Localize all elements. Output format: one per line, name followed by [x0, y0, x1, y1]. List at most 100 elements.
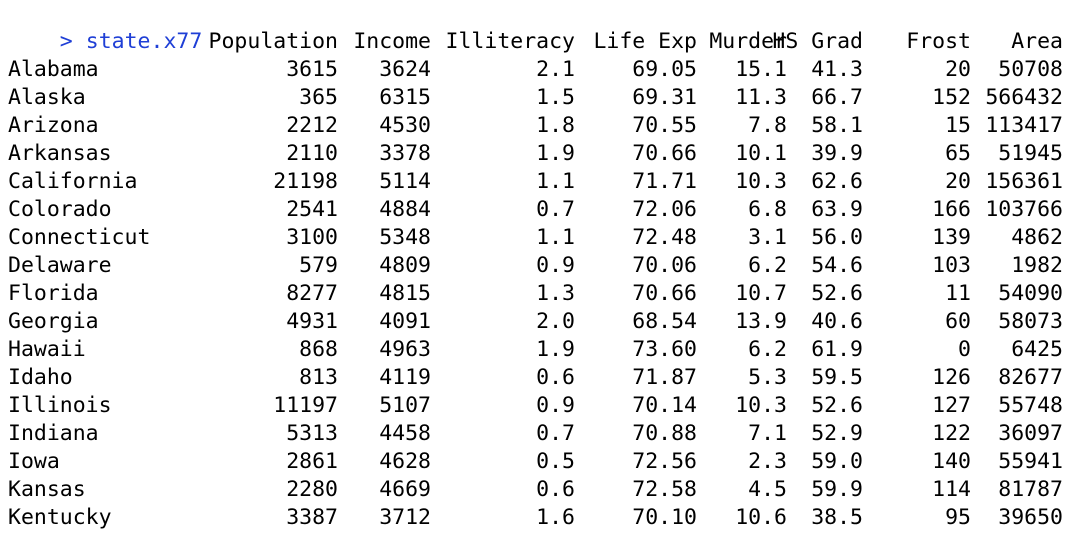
table-cell: 63.9	[811, 197, 863, 222]
row-name: Delaware	[8, 253, 112, 278]
table-cell: 4815	[379, 281, 431, 306]
table-cell: 52.6	[811, 393, 863, 418]
row-name: Indiana	[8, 421, 99, 446]
table-cell: 10.7	[735, 281, 787, 306]
table-cell: 4.5	[748, 477, 787, 502]
table-row: Colorado 2541 4884 0.7 72.06 6.8 63.9 166 103766	[8, 196, 1074, 224]
table-cell: 103766	[985, 197, 1063, 222]
table-cell: 0.5	[536, 449, 575, 474]
table-cell: 50708	[998, 57, 1063, 82]
table-cell: 6.2	[748, 337, 787, 362]
table-cell: 6.8	[748, 197, 787, 222]
command-text: state.x77	[85, 29, 203, 54]
table-cell: 10.1	[735, 141, 787, 166]
table-cell: 4458	[379, 421, 431, 446]
table-cell: 122	[932, 421, 971, 446]
table-cell: 51945	[998, 141, 1063, 166]
table-cell: 60	[945, 309, 971, 334]
table-cell: 5114	[379, 169, 431, 194]
row-name: Connecticut	[8, 225, 151, 250]
table-cell: 56.0	[811, 225, 863, 250]
table-row: Idaho 813 4119 0.6 71.87 5.3 59.5 126 82677	[8, 364, 1074, 392]
table-row: Indiana 5313 4458 0.7 70.88 7.1 52.9 122 36097	[8, 420, 1074, 448]
table-cell: 39.9	[811, 141, 863, 166]
table-cell: 11.3	[735, 85, 787, 110]
table-cell: 4884	[379, 197, 431, 222]
table-cell: 55941	[998, 449, 1063, 474]
table-cell: 1.1	[536, 225, 575, 250]
table-cell: 126	[932, 365, 971, 390]
table-cell: 1.5	[536, 85, 575, 110]
table-cell: 59.0	[811, 449, 863, 474]
table-cell: 95	[945, 505, 971, 530]
table-cell: 1.9	[536, 337, 575, 362]
output-continuation	[8, 532, 1074, 542]
table-cell: 6.2	[748, 253, 787, 278]
table-cell: 82677	[998, 365, 1063, 390]
table-cell: 70.88	[632, 421, 697, 446]
table-cell: 59.9	[811, 477, 863, 502]
table-cell: 61.9	[811, 337, 863, 362]
row-name: Hawaii	[8, 337, 86, 362]
table-cell: 2861	[286, 449, 338, 474]
prompt-symbol: >	[59, 29, 73, 54]
table-cell: 1.1	[536, 169, 575, 194]
table-cell: 10.3	[735, 169, 787, 194]
table-cell: 365	[299, 85, 338, 110]
table-cell: 113417	[985, 113, 1063, 138]
table-row: Hawaii 868 4963 1.9 73.60 6.2 61.9 0 6425	[8, 336, 1074, 364]
table-cell: 0.7	[536, 197, 575, 222]
table-cell: 3387	[286, 505, 338, 530]
table-cell: 0.9	[536, 393, 575, 418]
table-cell: 156361	[985, 169, 1063, 194]
table-cell: 70.10	[632, 505, 697, 530]
column-header-population: Population	[208, 29, 338, 54]
table-cell: 8277	[286, 281, 338, 306]
table-cell: 72.48	[632, 225, 697, 250]
table-cell: 3378	[379, 141, 431, 166]
table-cell: 41.3	[811, 57, 863, 82]
table-cell: 54.6	[811, 253, 863, 278]
table-cell: 58.1	[811, 113, 863, 138]
table-cell: 0.6	[536, 477, 575, 502]
table-cell: 15	[945, 113, 971, 138]
r-console-output: > state.x77 Population Income Illiteracy …	[8, 0, 1074, 542]
column-header-life-exp: Life Exp	[593, 29, 697, 54]
table-header-row: Population Income Illiteracy Life Exp Mu…	[8, 28, 1074, 56]
table-cell: 2541	[286, 197, 338, 222]
table-cell: 70.66	[632, 281, 697, 306]
table-row: Arkansas 2110 3378 1.9 70.66 10.1 39.9 65 51945	[8, 140, 1074, 168]
table-cell: 10.6	[735, 505, 787, 530]
table-cell: 71.71	[632, 169, 697, 194]
table-cell: 70.66	[632, 141, 697, 166]
table-cell: 20	[945, 57, 971, 82]
row-name: Illinois	[8, 393, 112, 418]
table-row: California 21198 5114 1.1 71.71 10.3 62.6 20 156…	[8, 168, 1074, 196]
table-cell: 4931	[286, 309, 338, 334]
table-cell: 72.56	[632, 449, 697, 474]
table-cell: 6315	[379, 85, 431, 110]
table-cell: 139	[932, 225, 971, 250]
row-name: Idaho	[8, 365, 73, 390]
table-cell: 114	[932, 477, 971, 502]
table-row: Alaska 365 6315 1.5 69.31 11.3 66.7 152 566432	[8, 84, 1074, 112]
row-name: Florida	[8, 281, 99, 306]
row-name: California	[8, 169, 138, 194]
table-cell: 4963	[379, 337, 431, 362]
table-cell: 1.3	[536, 281, 575, 306]
table-cell: 5348	[379, 225, 431, 250]
table-cell: 1.9	[536, 141, 575, 166]
row-name: Alaska	[8, 85, 86, 110]
table-row: Florida 8277 4815 1.3 70.66 10.7 52.6 11 54090	[8, 280, 1074, 308]
table-cell: 68.54	[632, 309, 697, 334]
table-cell: 10.3	[735, 393, 787, 418]
table-row: Iowa 2861 4628 0.5 72.56 2.3 59.0 140 55941	[8, 448, 1074, 476]
row-name: Arizona	[8, 113, 99, 138]
table-cell: 7.8	[748, 113, 787, 138]
table-cell: 127	[932, 393, 971, 418]
row-name: Colorado	[8, 197, 112, 222]
table-cell: 0.6	[536, 365, 575, 390]
table-row: Kansas 2280 4669 0.6 72.58 4.5 59.9 114 81787	[8, 476, 1074, 504]
table-cell: 66.7	[811, 85, 863, 110]
table-cell: 566432	[985, 85, 1063, 110]
